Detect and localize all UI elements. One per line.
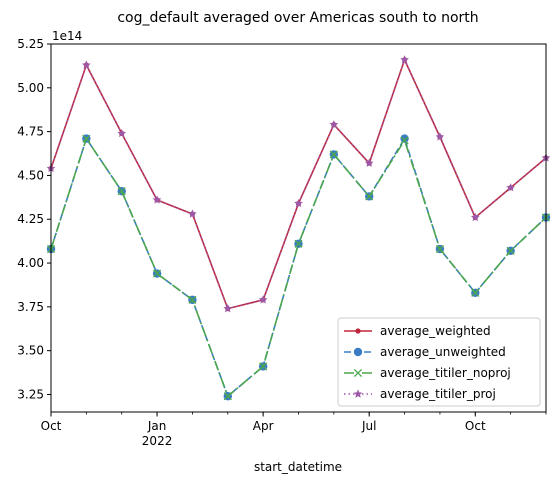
data-point [435,244,444,254]
series-line [50,57,547,310]
data-point [471,288,480,297]
data-point [506,183,516,192]
x-tick-label: Oct [465,419,486,433]
data-point [117,187,126,196]
data-point [259,362,268,371]
data-point [506,246,515,255]
y-offset-label: 1e14 [52,29,82,43]
legend-marker [353,347,363,357]
legend-marker [353,389,363,398]
plot-lines [46,55,551,401]
data-point [470,212,480,222]
data-point [365,192,374,201]
legend-marker [353,368,363,378]
series-average_titiler_proj [46,55,551,313]
x-tick-sublabel: 2022 [142,434,173,448]
x-tick-label: Jul [361,419,376,433]
y-tick-label: 3.75 [17,300,44,314]
y-tick-label: 4.50 [17,168,44,182]
legend-label: average_titiler_noproj [380,366,511,380]
legend-box [337,317,541,407]
data-point [294,239,303,248]
data-point [329,150,338,159]
data-point [153,269,162,278]
legend-marker [355,328,361,334]
data-point [364,158,374,167]
plot-frame [50,43,547,413]
legend-label: average_weighted [380,324,491,338]
data-point [400,134,409,143]
series-line [50,57,547,310]
series-average_weighted [48,57,549,312]
x-axis-label: start_datetime [254,460,342,474]
y-tick-label: 5.25 [17,37,44,51]
chart-title: cog_default averaged over Americas south… [117,10,478,26]
data-point [81,60,91,69]
data-point [400,136,409,145]
x-tick-label: Jan [147,419,167,433]
x-tick-label: Oct [41,419,62,433]
data-point [82,134,91,143]
data-point [223,304,233,313]
x-tick-label: Apr [253,419,274,433]
data-point [117,128,127,138]
data-point [223,392,232,401]
y-tick-label: 4.75 [17,125,44,139]
y-tick-label: 5.00 [17,81,44,95]
legend: average_weighted average_unweightedaverag… [337,317,541,407]
data-point [400,55,409,64]
series-average_titiler_noproj [46,134,551,401]
y-tick-label: 3.50 [17,344,44,358]
data-point [152,195,162,204]
data-point [435,132,445,141]
data-point [188,209,197,218]
data-point [294,198,303,208]
data-point [329,120,339,129]
legend-label: average_unweighted [380,345,506,359]
y-tick-label: 4.25 [17,212,44,226]
y-tick-label: 4.00 [17,256,44,270]
y-tick-label: 3.25 [17,387,44,401]
y-axis: 3.25 3.50 3.75 4.00 4.25 4.50 4.75 5.00 5.25 [17,37,51,401]
data-point [188,295,197,304]
legend-label: average_titiler_proj [380,387,496,401]
data-point [258,295,268,304]
